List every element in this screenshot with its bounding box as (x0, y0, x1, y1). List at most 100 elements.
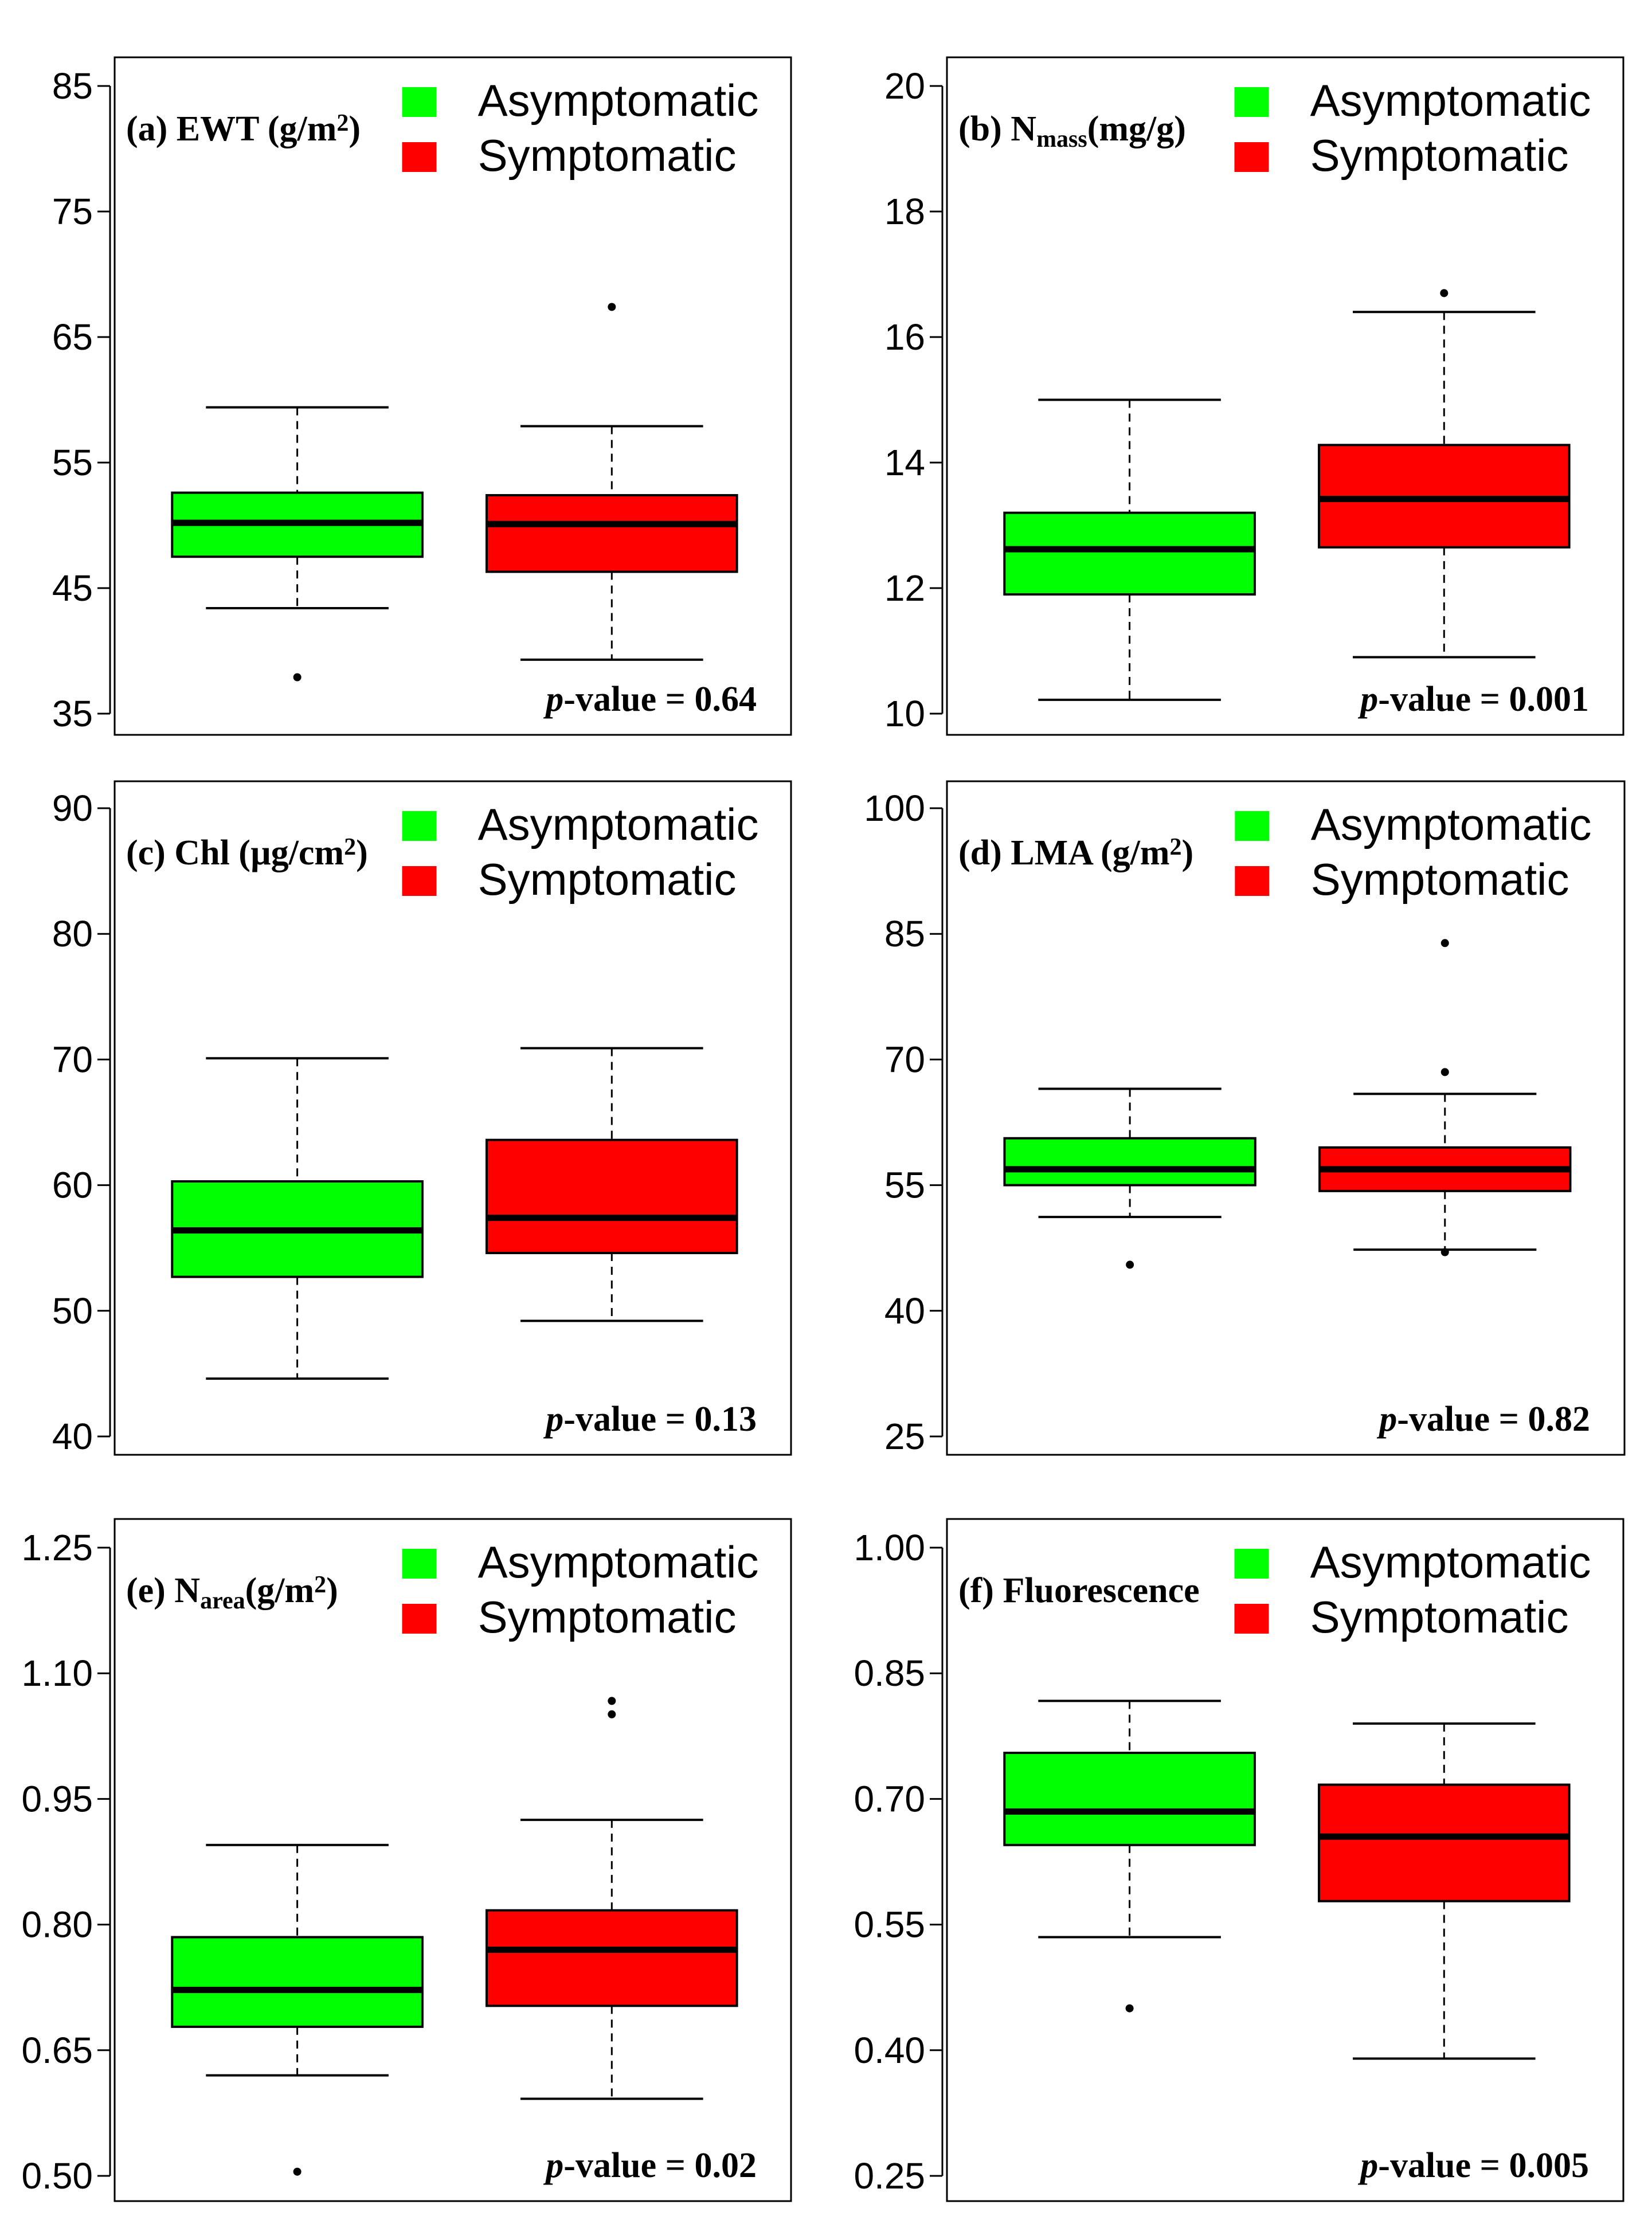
y-tick-label: 14 (884, 442, 925, 483)
iqr-box (1003, 1752, 1256, 1846)
legend-swatch-symptomatic (1235, 866, 1270, 896)
plot-frame (946, 1518, 1624, 2202)
panel-title: (a) EWT (g/m2) (126, 109, 361, 148)
y-tick-label: 80 (52, 913, 93, 954)
p-value-label: p-value = 0.001 (1357, 680, 1589, 719)
legend-label-symptomatic: Symptomatic (1311, 854, 1569, 905)
outlier-point (608, 303, 616, 311)
legend-label-symptomatic: Symptomatic (478, 1592, 737, 1642)
box-asymptomatic (171, 1843, 424, 2176)
box-symptomatic (1318, 939, 1572, 1256)
y-tick-label: 85 (884, 913, 925, 954)
legend-swatch-symptomatic (402, 866, 437, 896)
legend-label-symptomatic: Symptomatic (1310, 130, 1569, 181)
legend-label-asymptomatic: Asymptomatic (478, 75, 759, 126)
outlier-point (608, 1710, 616, 1718)
outlier-point (608, 1697, 616, 1705)
y-tick-label: 40 (52, 1416, 93, 1457)
y-tick-label: 20 (884, 65, 925, 107)
box-symptomatic (486, 303, 738, 661)
box-asymptomatic (1003, 1700, 1256, 2013)
y-tick-label: 25 (884, 1416, 925, 1457)
legend-swatch-asymptomatic (402, 87, 437, 117)
y-tick-label: 0.80 (21, 1904, 93, 1945)
y-tick-label: 0.70 (854, 1778, 925, 1819)
plot-frame (113, 1518, 792, 2202)
legend-swatch-asymptomatic (1234, 1549, 1269, 1579)
y-tick-label: 70 (52, 1039, 93, 1080)
y-tick-label: 40 (884, 1290, 925, 1332)
y-tick-label: 10 (884, 693, 925, 734)
outlier-point (1125, 2004, 1134, 2013)
box-asymptomatic (171, 1057, 424, 1380)
y-tick-label: 75 (52, 191, 93, 232)
outlier-point (1440, 939, 1449, 948)
y-tick-label: 35 (52, 693, 93, 734)
legend-swatch-asymptomatic (1235, 811, 1270, 841)
box-asymptomatic (1003, 398, 1256, 701)
panel-f: 0.25 0.40 0.55 0.70 0.85 1.00 AsymptomaticSymp… (854, 1518, 1624, 2202)
legend-swatch-symptomatic (1234, 142, 1269, 172)
iqr-box (1003, 1137, 1256, 1187)
y-tick-label: 70 (884, 1039, 925, 1080)
box-asymptomatic (171, 406, 424, 682)
y-tick-label: 18 (884, 191, 925, 232)
iqr-box (486, 1909, 738, 2007)
y-tick-label: 0.85 (854, 1653, 925, 1694)
y-tick-label: 16 (884, 316, 925, 358)
y-tick-label: 60 (52, 1165, 93, 1206)
panel-title: (c) Chl (µg/cm2) (126, 833, 368, 872)
y-tick-label: 1.10 (21, 1653, 93, 1694)
legend-label-symptomatic: Symptomatic (1310, 1592, 1569, 1642)
p-value-label: p-value = 0.13 (543, 1400, 757, 1439)
legend-swatch-asymptomatic (402, 811, 437, 841)
panel-title: (f) Fluorescence (958, 1571, 1200, 1610)
y-tick-label: 50 (52, 1290, 93, 1332)
y-tick-label: 65 (52, 316, 93, 358)
y-tick-label: 1.25 (21, 1527, 93, 1568)
outlier-point (1440, 1068, 1449, 1076)
p-value-label: p-value = 0.005 (1357, 2146, 1589, 2185)
legend-swatch-asymptomatic (1234, 87, 1269, 117)
y-tick-label: 0.55 (854, 1904, 925, 1945)
legend-label-asymptomatic: Asymptomatic (478, 1537, 759, 1587)
outlier-point (1440, 1248, 1449, 1256)
panel-e: 0.50 0.65 0.80 0.95 1.10 1.25 AsymptomaticSymp… (21, 1518, 792, 2202)
y-tick-label: 85 (52, 65, 93, 107)
plot-frame (946, 56, 1624, 736)
p-value-label: p-value = 0.02 (543, 2146, 757, 2185)
legend-swatch-symptomatic (1234, 1604, 1269, 1634)
panel-title: (e) Narea(g/m2) (126, 1571, 338, 1614)
box-symptomatic (486, 1697, 738, 2100)
plot-frame (113, 56, 792, 736)
y-tick-label: 90 (52, 788, 93, 829)
y-tick-label: 55 (884, 1165, 925, 1206)
y-tick-label: 12 (884, 567, 925, 609)
iqr-box (1318, 1783, 1571, 1902)
iqr-box (171, 1936, 424, 2028)
legend-label-asymptomatic: Asymptomatic (1310, 75, 1591, 126)
legend-swatch-symptomatic (402, 1604, 437, 1634)
outlier-point (293, 673, 302, 682)
box-symptomatic (1318, 289, 1571, 659)
y-tick-label: 0.95 (21, 1778, 93, 1819)
legend-label-asymptomatic: Asymptomatic (478, 799, 759, 849)
outlier-point (1126, 1260, 1134, 1269)
panel-title: (d) LMA (g/m2) (958, 833, 1193, 872)
y-tick-label: 1.00 (854, 1527, 925, 1568)
y-tick-label: 0.40 (854, 2030, 925, 2071)
box-asymptomatic (1003, 1087, 1256, 1269)
y-tick-label: 55 (52, 442, 93, 483)
box-symptomatic (1318, 1722, 1571, 2060)
iqr-box (486, 1138, 738, 1254)
